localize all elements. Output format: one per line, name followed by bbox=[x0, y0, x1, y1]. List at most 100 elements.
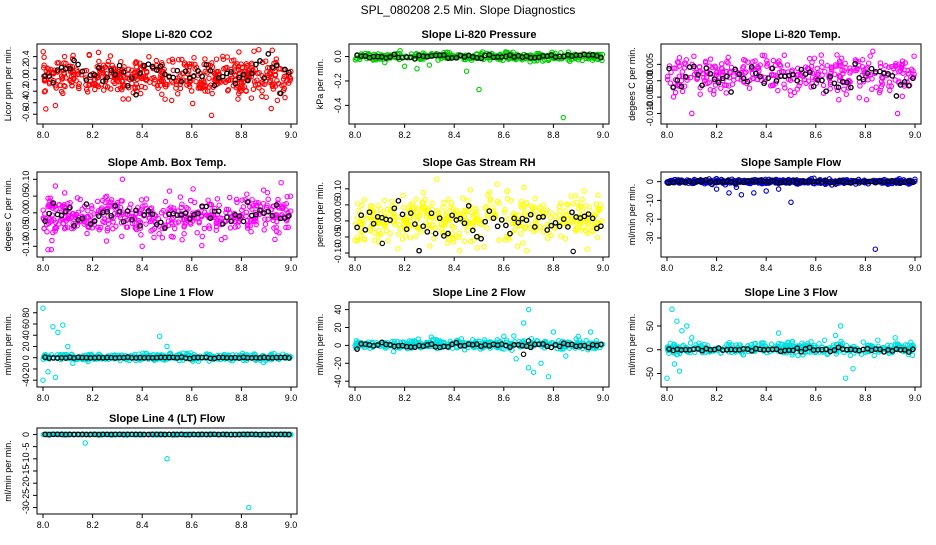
data-point bbox=[726, 55, 730, 59]
data-point bbox=[808, 56, 812, 60]
data-point bbox=[173, 226, 177, 230]
data-point bbox=[401, 193, 405, 197]
data-point bbox=[170, 98, 174, 102]
data-point bbox=[461, 196, 465, 200]
data-point bbox=[370, 205, 374, 209]
data-point-outlier bbox=[539, 361, 543, 365]
data-point-outlier bbox=[53, 375, 57, 379]
data-point bbox=[167, 189, 171, 193]
data-point bbox=[812, 56, 816, 60]
data-point bbox=[382, 198, 386, 202]
data-point bbox=[485, 226, 489, 230]
data-point bbox=[207, 76, 211, 80]
data-point bbox=[890, 74, 894, 78]
data-point bbox=[573, 194, 577, 198]
data-point bbox=[93, 87, 97, 91]
data-point bbox=[403, 234, 407, 238]
data-point-outlier bbox=[502, 334, 506, 338]
data-point bbox=[522, 185, 526, 189]
y-tick-label: 0.4 bbox=[21, 50, 31, 63]
data-point bbox=[190, 89, 194, 93]
data-point-outlier bbox=[41, 378, 45, 382]
data-point bbox=[236, 97, 240, 101]
data-point bbox=[860, 58, 864, 62]
y-axis-label: ml/min per min. bbox=[3, 314, 13, 376]
y-tick-label: -20 bbox=[333, 357, 343, 370]
data-point bbox=[160, 236, 164, 240]
data-points bbox=[353, 49, 604, 120]
data-point bbox=[200, 234, 204, 238]
x-tick-label: 8.2 bbox=[86, 263, 99, 273]
data-point bbox=[483, 220, 487, 224]
data-point bbox=[414, 234, 418, 238]
data-point bbox=[263, 222, 267, 226]
data-point-outlier bbox=[690, 336, 694, 340]
data-point bbox=[95, 199, 99, 203]
data-point-outlier bbox=[665, 376, 669, 380]
data-point bbox=[782, 53, 786, 57]
data-point bbox=[446, 197, 450, 201]
data-point bbox=[868, 54, 872, 58]
data-point bbox=[582, 189, 586, 193]
data-points bbox=[665, 307, 916, 380]
data-point bbox=[139, 198, 143, 202]
data-point bbox=[126, 97, 130, 101]
data-point-outlier bbox=[237, 50, 241, 54]
y-tick-label: 50 bbox=[645, 321, 655, 331]
x-tick-label: 8.4 bbox=[760, 130, 773, 140]
y-tick-label: -30 bbox=[645, 231, 655, 244]
data-point bbox=[215, 197, 219, 201]
data-point-outlier bbox=[464, 69, 468, 73]
data-point bbox=[273, 237, 277, 241]
x-tick-label: 8.8 bbox=[859, 130, 872, 140]
data-point-outlier bbox=[670, 307, 674, 311]
data-point bbox=[62, 54, 66, 58]
data-point bbox=[249, 96, 253, 100]
y-tick-label: 0 bbox=[333, 343, 343, 348]
y-tick-label: 40 bbox=[333, 305, 343, 315]
data-points bbox=[41, 306, 293, 382]
data-point bbox=[390, 199, 394, 203]
x-tick-label: 8.2 bbox=[86, 393, 99, 403]
y-axis-label: ml/min per min. bbox=[627, 314, 637, 376]
x-tick-label: 8.0 bbox=[37, 393, 50, 403]
data-point-outlier bbox=[435, 177, 439, 181]
data-point bbox=[85, 231, 89, 235]
y-tick-label: 20 bbox=[21, 341, 31, 351]
data-point bbox=[356, 202, 360, 206]
data-point bbox=[912, 54, 916, 58]
data-point-outlier bbox=[209, 113, 213, 117]
data-points bbox=[41, 48, 293, 118]
data-point bbox=[680, 89, 684, 93]
x-tick-label: 9.0 bbox=[909, 130, 922, 140]
data-point-outlier bbox=[521, 352, 525, 356]
data-point bbox=[428, 244, 432, 248]
data-points bbox=[665, 176, 917, 251]
y-tick-label: 40 bbox=[21, 330, 31, 340]
x-tick-label: 8.4 bbox=[448, 263, 461, 273]
data-point-outlier bbox=[596, 193, 600, 197]
data-point-outlier bbox=[739, 193, 743, 197]
data-point bbox=[270, 48, 274, 52]
data-point-outlier bbox=[588, 330, 592, 334]
data-point-outlier bbox=[680, 329, 684, 333]
x-tick-label: 8.6 bbox=[810, 263, 823, 273]
data-point bbox=[249, 230, 253, 234]
data-point-outlier bbox=[571, 249, 575, 253]
data-point bbox=[228, 226, 232, 230]
data-point-outlier bbox=[789, 200, 793, 204]
data-point bbox=[234, 197, 238, 201]
data-point bbox=[144, 222, 148, 226]
data-point-outlier bbox=[526, 366, 530, 370]
y-tick-label: -40 bbox=[333, 375, 343, 388]
data-point bbox=[433, 231, 437, 235]
data-point bbox=[376, 204, 380, 208]
data-point bbox=[401, 205, 405, 209]
data-points bbox=[41, 432, 293, 510]
x-tick-label: 8.6 bbox=[186, 130, 199, 140]
data-point bbox=[468, 188, 472, 192]
data-point-outlier bbox=[838, 324, 842, 328]
data-point bbox=[191, 187, 195, 191]
data-point bbox=[363, 228, 367, 232]
